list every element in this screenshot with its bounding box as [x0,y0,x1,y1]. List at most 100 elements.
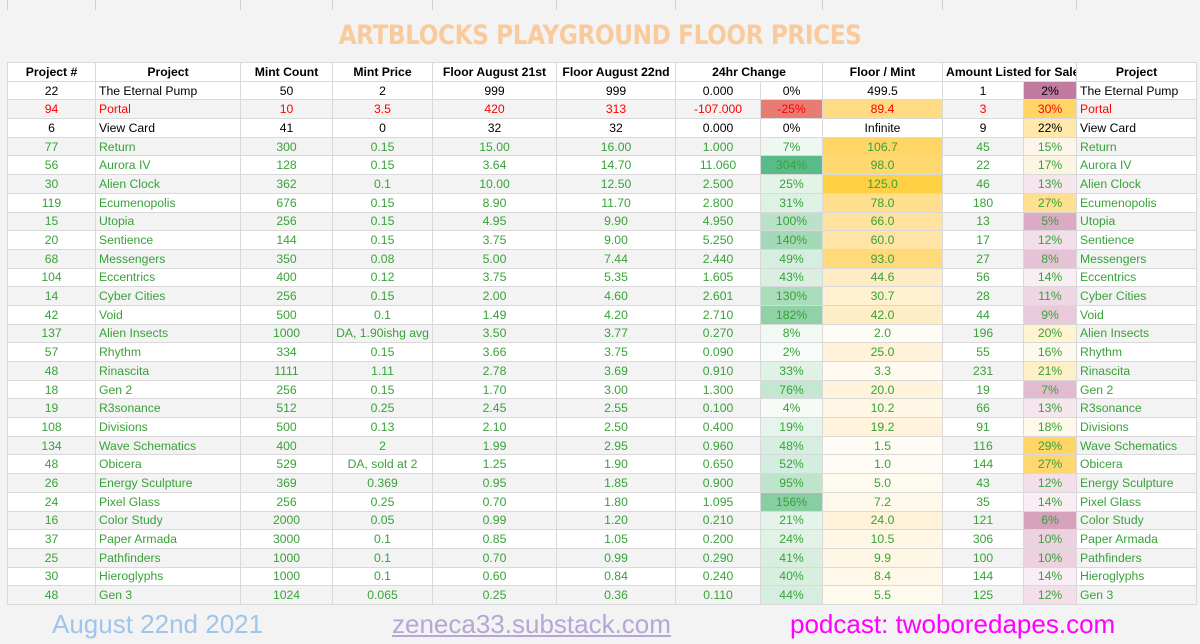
cell-project-right: Rhythm [1076,342,1198,362]
cell-floor-aug-21: 999 [432,80,557,101]
cell-project-right: Portal [1076,99,1198,120]
cell-project-number: 108 [7,417,96,437]
grid-line [7,0,8,10]
table-row: 18 Gen 2 256 0.15 1.70 3.00 1.300 76% 20.0 19 7% Ge… [7,379,1198,400]
cell-floor-aug-21: 2.78 [432,361,557,381]
cell-change-amount: 0.200 [675,529,761,549]
cell-floor-aug-22: 1.80 [556,491,676,512]
cell-listed-percent: 13% [1023,398,1078,419]
cell-project: Alien Insects [95,323,241,344]
cell-change-amount: 0.400 [675,417,761,437]
cell-project: Ecumenopolis [95,192,241,213]
cell-change-percent: 100% [759,211,824,232]
cell-amount-listed: 44 [942,304,1025,325]
cell-project-number: 77 [7,136,96,157]
cell-listed-percent: 9% [1023,304,1078,325]
cell-project: Wave Schematics [95,435,241,456]
cell-floor-aug-21: 3.50 [432,323,557,344]
cell-amount-listed: 91 [942,417,1025,437]
cell-change-amount: 2.800 [675,192,761,213]
cell-change-amount: 1.300 [675,379,761,400]
cell-floor-aug-22: 4.60 [556,286,676,306]
cell-project-right: Paper Armada [1076,529,1198,549]
cell-project-number: 134 [7,435,96,456]
cell-floor-mint: 3.3 [822,361,944,381]
cell-floor-aug-21: 3.64 [432,155,557,176]
cell-floor-aug-21: 0.25 [432,585,557,605]
cell-floor-aug-21: 32 [432,118,557,138]
cell-change-amount: 0.100 [675,398,761,419]
grid-line [556,0,557,10]
cell-project: Messengers [95,248,241,269]
cell-project-right: Eccentrics [1076,267,1198,288]
cell-amount-listed: 46 [942,174,1025,194]
cell-mint-count: 2000 [240,510,333,531]
table-row: 14 Cyber Cities 256 0.15 2.00 4.60 2.601 130% 30… [7,286,1198,306]
substack-link[interactable]: zeneca33.substack.com [392,609,671,639]
cell-mint-price: 0.05 [332,510,433,531]
cell-amount-listed: 3 [942,99,1025,120]
cell-floor-mint: 19.2 [822,417,944,437]
cell-floor-aug-22: 7.44 [556,248,676,269]
header-mint-count: Mint Count [240,62,333,82]
cell-floor-mint: 7.2 [822,491,944,512]
cell-change-percent: 156% [759,491,824,512]
cell-floor-mint: 5.5 [822,585,944,605]
grid-line [942,0,943,10]
cell-floor-mint: 2.0 [822,323,944,344]
cell-floor-aug-22: 4.20 [556,304,676,325]
cell-project-right: View Card [1076,118,1198,138]
cell-listed-percent: 30% [1023,99,1078,120]
cell-floor-mint: 499.5 [822,80,944,101]
cell-floor-aug-22: 5.35 [556,267,676,288]
cell-project-number: 20 [7,230,96,250]
cell-project-number: 26 [7,473,96,493]
cell-floor-aug-22: 9.90 [556,211,676,232]
cell-project-right: Obicera [1076,454,1198,475]
cell-project-right: Cyber Cities [1076,286,1198,306]
cell-floor-aug-22: 11.70 [556,192,676,213]
cell-project-right: Pathfinders [1076,547,1198,568]
cell-change-amount: 1.095 [675,491,761,512]
cell-floor-aug-21: 0.70 [432,491,557,512]
cell-listed-percent: 2% [1023,80,1078,101]
cell-mint-count: 400 [240,267,333,288]
cell-project-number: 37 [7,529,96,549]
cell-floor-aug-22: 0.84 [556,566,676,587]
cell-listed-percent: 7% [1023,379,1078,400]
cell-change-percent: 2% [759,342,824,362]
cell-listed-percent: 8% [1023,248,1078,269]
cell-project: Portal [95,99,241,120]
table-row: 57 Rhythm 334 0.15 3.66 3.75 0.090 2% 25.0 55 16% R… [7,342,1198,362]
cell-mint-count: 500 [240,417,333,437]
cell-change-percent: 0% [759,80,824,101]
cell-change-percent: 41% [759,547,824,568]
cell-mint-price: 0.1 [332,174,433,194]
cell-change-percent: 52% [759,454,824,475]
cell-floor-mint: 1.5 [822,435,944,456]
cell-project: Utopia [95,211,241,232]
cell-floor-mint: 106.7 [822,136,944,157]
cell-floor-aug-21: 3.75 [432,230,557,250]
cell-mint-price: 3.5 [332,99,433,120]
cell-listed-percent: 5% [1023,211,1078,232]
cell-floor-aug-22: 1.85 [556,473,676,493]
cell-listed-percent: 22% [1023,118,1078,138]
cell-floor-aug-21: 1.49 [432,304,557,325]
cell-project: Rinascita [95,361,241,381]
cell-change-percent: 140% [759,230,824,250]
cell-change-percent: 49% [759,248,824,269]
cell-project-number: 14 [7,286,96,306]
cell-change-percent: 33% [759,361,824,381]
footer: August 22nd 2021 zeneca33.substack.com p… [0,604,1200,644]
cell-floor-aug-21: 0.95 [432,473,557,493]
cell-project-number: 24 [7,491,96,512]
cell-project: Pixel Glass [95,491,241,512]
cell-project: Gen 2 [95,379,241,400]
podcast-link[interactable]: podcast: twoboredapes.com [790,609,1116,639]
cell-mint-price: 1.11 [332,361,433,381]
cell-project-right: Color Study [1076,510,1198,531]
cell-mint-price: DA, 1.90ishg avg [332,323,433,344]
cell-amount-listed: 17 [942,230,1025,250]
